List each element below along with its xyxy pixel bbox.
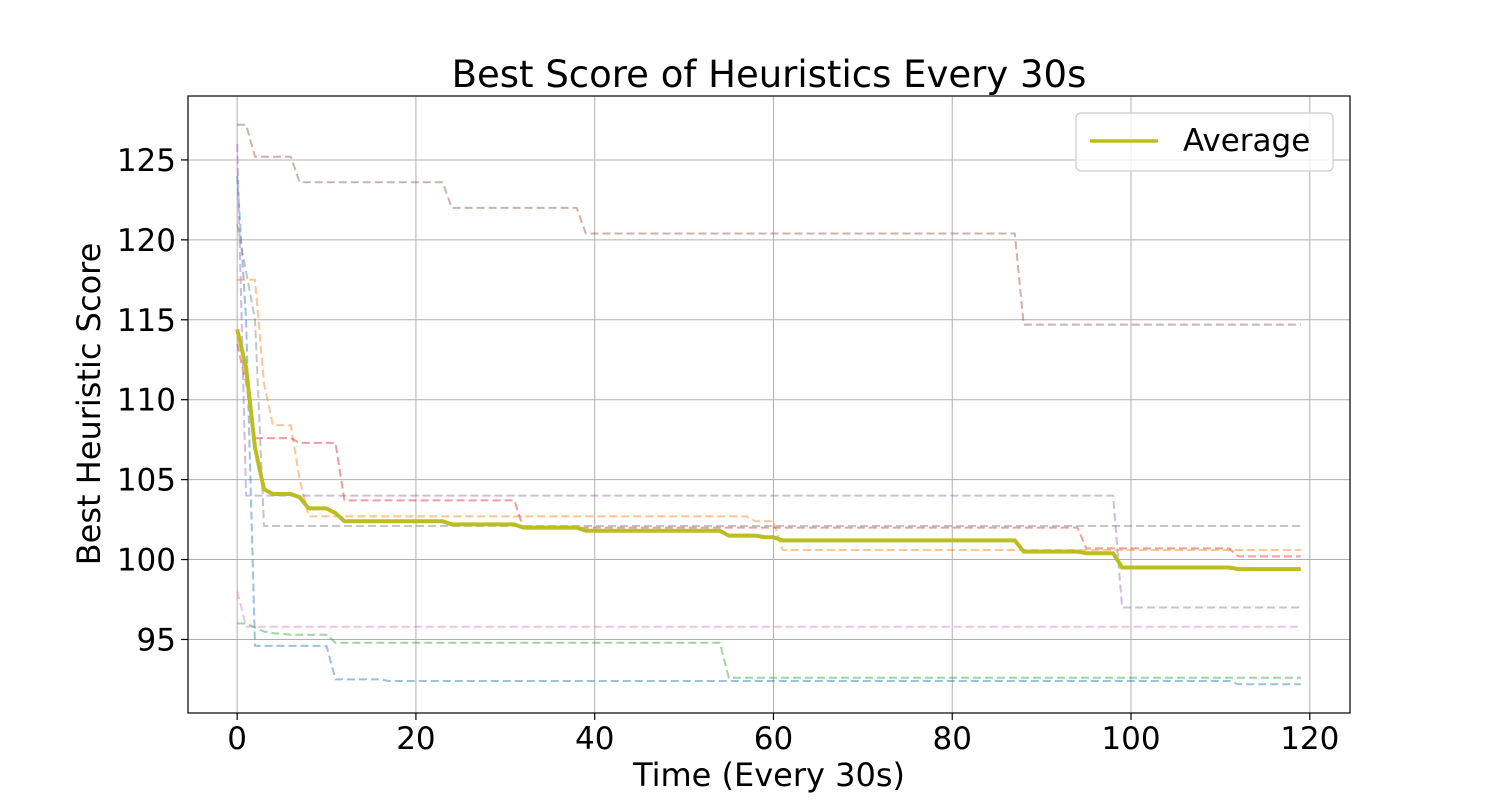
x-tick-label: 40 — [575, 721, 614, 757]
y-tick-label: 115 — [117, 303, 176, 339]
legend-box — [1075, 112, 1334, 172]
series-line-7 — [236, 591, 1301, 628]
ticks: 0 20 40 60 80 100 120 95 100 105 110 115 120 125 — [117, 143, 1340, 757]
x-axis-label: Time (Every 30s) — [632, 756, 905, 794]
y-tick-label: 125 — [117, 143, 176, 179]
series-line-8 — [236, 223, 1301, 527]
y-tick-label: 95 — [137, 622, 176, 658]
y-axis-label: Best Heuristic Score — [70, 243, 108, 566]
series-line-2 — [237, 278, 1301, 551]
plot-frame — [187, 95, 1351, 714]
series-line-6 — [237, 123, 1301, 326]
x-tick-label: 20 — [396, 721, 435, 757]
x-tick-label: 0 — [227, 721, 247, 757]
x-tick-label: 120 — [1280, 721, 1339, 757]
series-layer — [235, 123, 1301, 686]
x-tick-label: 100 — [1101, 721, 1160, 757]
x-tick-label: 80 — [933, 721, 972, 757]
series-line-5 — [236, 143, 1301, 609]
series-line-3 — [237, 622, 1301, 679]
chart-title: Best Score of Heuristics Every 30s — [452, 53, 1087, 96]
y-tick-label: 100 — [117, 543, 176, 579]
series-line-4 — [236, 343, 1301, 558]
legend: Average — [1075, 112, 1334, 172]
y-tick-label: 120 — [117, 223, 176, 259]
y-tick-label: 110 — [117, 383, 176, 419]
legend-label: Average — [1183, 123, 1310, 159]
plot-area — [188, 96, 1350, 713]
series-line-average — [235, 328, 1301, 572]
y-tick-label: 105 — [117, 463, 176, 499]
x-tick-label: 60 — [754, 721, 793, 757]
